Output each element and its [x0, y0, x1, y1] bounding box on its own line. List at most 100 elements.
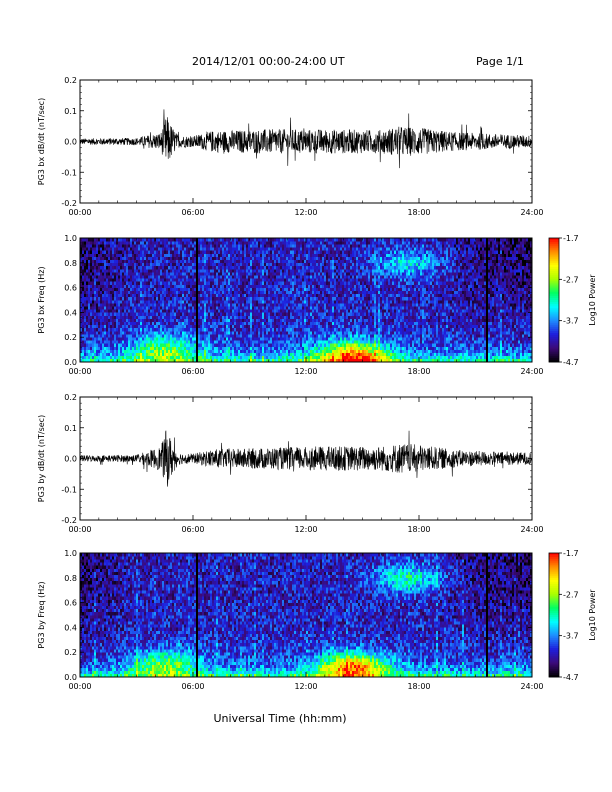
spectrogram-cell	[244, 281, 247, 285]
spectrogram-cell	[300, 290, 303, 295]
spectrogram-cell	[294, 272, 297, 276]
spectrogram-cell	[232, 352, 235, 357]
spectrogram-cell	[154, 300, 157, 304]
spectrogram-cell	[226, 337, 229, 341]
spectrogram-cell	[272, 290, 275, 295]
spectrogram-cell	[232, 303, 235, 307]
spectrogram-cell	[92, 269, 95, 273]
spectrogram-cell	[134, 327, 137, 332]
spectrogram-cell	[298, 358, 301, 363]
spectrogram-cell	[286, 352, 289, 357]
spectrogram-cell	[240, 321, 243, 326]
spectrogram-cell	[132, 358, 135, 363]
spectrogram-cell	[270, 275, 273, 279]
spectrogram-cell	[270, 331, 273, 335]
spectrogram-cell	[276, 253, 279, 257]
spectrogram-cell	[266, 284, 269, 288]
spectrogram-cell	[310, 340, 313, 344]
spectrogram-cell	[180, 343, 183, 347]
spectrogram-cell	[254, 238, 257, 242]
spectrogram-cell	[280, 303, 283, 307]
spectrogram-cell	[274, 340, 277, 344]
spectrogram-cell	[308, 253, 311, 257]
spectrogram-cell	[300, 324, 303, 329]
spectrogram-cell	[126, 337, 129, 341]
spectrogram-cell	[242, 247, 245, 251]
spectrogram-cell	[222, 296, 225, 301]
spectrogram-cell	[164, 296, 167, 301]
spectrogram-cell	[298, 275, 301, 279]
spectrogram-cell	[166, 272, 169, 276]
spectrogram-cell	[112, 346, 115, 350]
spectrogram-cell	[132, 331, 135, 335]
spectrogram-cell	[174, 352, 177, 357]
spectrogram-cell	[310, 303, 313, 307]
spectrogram-cell	[82, 318, 85, 322]
x-tick-label: 00:00	[68, 208, 91, 217]
spectrogram-cell	[248, 355, 251, 360]
spectrogram-cell	[294, 244, 297, 248]
spectrogram-cell	[224, 259, 227, 264]
spectrogram-cell	[194, 340, 197, 344]
spectrogram-cell	[218, 318, 221, 322]
spectrogram-cell	[206, 247, 209, 251]
spectrogram-cell	[258, 247, 261, 251]
spectrogram-cell	[164, 324, 167, 329]
spectrogram-cell	[174, 315, 177, 319]
spectrogram-cell	[144, 272, 147, 276]
spectrogram-cell	[262, 287, 265, 291]
spectrogram-cell	[168, 262, 171, 267]
spectrogram-cell	[92, 340, 95, 344]
spectrogram-cell	[120, 343, 123, 347]
spectrogram-cell	[248, 247, 251, 251]
spectrogram-cell	[320, 284, 323, 288]
spectrogram-cell	[178, 281, 181, 285]
spectrogram-cell	[82, 346, 85, 350]
spectrogram-cell	[124, 241, 127, 245]
spectrogram-cell	[86, 318, 89, 322]
spectrogram-cell	[190, 293, 193, 298]
spectrogram-cell	[312, 287, 315, 291]
spectrogram-cell	[250, 349, 253, 353]
spectrogram-cell	[254, 346, 257, 350]
spectrogram-cell	[292, 312, 295, 316]
spectrogram-cell	[166, 343, 169, 347]
spectrogram-cell	[292, 259, 295, 264]
spectrogram-cell	[92, 290, 95, 295]
spectrogram-cell	[198, 278, 201, 282]
spectrogram-cell	[298, 352, 301, 357]
spectrogram-cell	[104, 303, 107, 307]
spectrogram-cell	[226, 241, 229, 245]
spectrogram-cell	[218, 259, 221, 264]
spectrogram-cell	[112, 340, 115, 344]
spectrogram-cell	[314, 334, 317, 338]
spectrogram-cell	[308, 334, 311, 338]
spectrogram-cell	[166, 324, 169, 329]
spectrogram-cell	[94, 238, 97, 242]
spectrogram-cell	[156, 327, 159, 332]
spectrogram-cell	[208, 324, 211, 329]
spectrogram-cell	[310, 281, 313, 285]
spectrogram-cell	[262, 259, 265, 264]
spectrogram-cell	[174, 321, 177, 326]
spectrogram-cell	[266, 256, 269, 260]
spectrogram-cell	[84, 250, 87, 254]
spectrogram-cell	[158, 334, 161, 338]
spectrogram-cell	[164, 358, 167, 363]
spectrogram-cell	[308, 269, 311, 273]
spectrogram-cell	[164, 241, 167, 245]
spectrogram-cell	[84, 327, 87, 332]
spectrogram-cell	[274, 355, 277, 360]
spectrogram-cell	[112, 318, 115, 322]
spectrogram-cell	[164, 321, 167, 326]
spectrogram-cell	[150, 318, 153, 322]
spectrogram-cell	[286, 343, 289, 347]
spectrogram-cell	[162, 290, 165, 295]
spectrogram-cell	[118, 272, 121, 276]
spectrogram-cell	[94, 275, 97, 279]
spectrogram-cell	[200, 281, 203, 285]
spectrogram-cell	[270, 269, 273, 273]
spectrogram-cell	[296, 262, 299, 267]
spectrogram-cell	[182, 272, 185, 276]
spectrogram-cell	[312, 262, 315, 267]
